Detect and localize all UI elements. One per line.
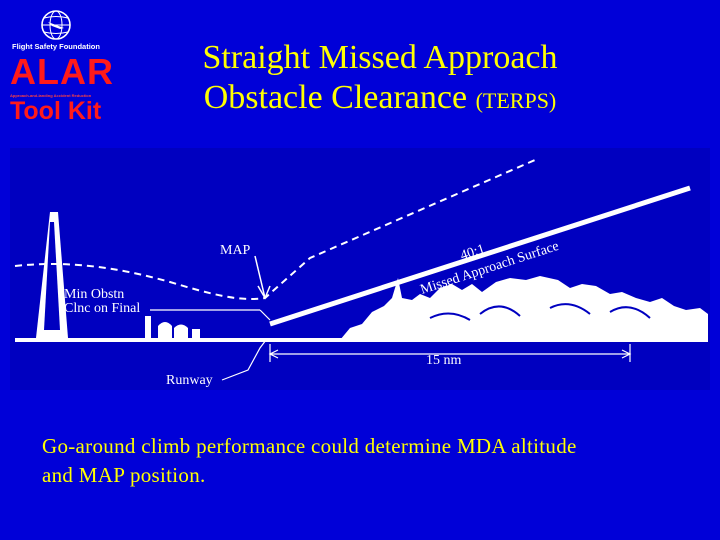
building-4 xyxy=(192,329,200,338)
title-line-2-suffix: (TERPS) xyxy=(475,88,557,113)
slide-title: Straight Missed Approach Obstacle Cleara… xyxy=(110,38,650,121)
missed-approach-diagram: MAP Min Obstn Clnc on Final 15 nm Runway… xyxy=(10,148,710,390)
alar-tool-kit-logo: Flight Safety Foundation ALAR Approach-a… xyxy=(8,8,113,126)
logo-toolkit-text: Tool Kit xyxy=(10,97,102,125)
globe-icon xyxy=(41,10,71,40)
min-obstacle-label-1: Min Obstn xyxy=(64,287,124,302)
map-pointer xyxy=(254,255,266,299)
caption-line-1: Go-around climb performance could determ… xyxy=(42,434,577,458)
map-arrowhead xyxy=(257,285,271,300)
diagram-panel xyxy=(10,148,710,390)
distance-label: 15 nm xyxy=(426,353,462,368)
map-lead-line xyxy=(259,309,271,321)
slide-caption: Go-around climb performance could determ… xyxy=(42,432,702,490)
runway-label: Runway xyxy=(166,373,213,388)
title-line-2: Obstacle Clearance (TERPS) xyxy=(110,78,650,121)
funnel-inner xyxy=(44,222,60,330)
terrain-obstacles xyxy=(340,276,708,340)
building-2 xyxy=(158,322,172,338)
logo-org-name: Flight Safety Foundation xyxy=(12,42,100,51)
distance-right-arrow xyxy=(621,349,632,359)
logo-tagline: Approach-and-landing Accident Reduction xyxy=(10,93,92,98)
runway-pointer xyxy=(221,339,267,381)
terrain-detail xyxy=(429,303,651,321)
min-obstacle-label-2: Clnc on Final xyxy=(64,301,140,316)
logo-alar-text: ALAR xyxy=(10,51,114,92)
caption-line-2: and MAP position. xyxy=(42,463,206,487)
title-line-1: Straight Missed Approach xyxy=(202,39,558,76)
distance-left-arrow xyxy=(268,349,279,359)
building-1 xyxy=(145,316,151,338)
building-3 xyxy=(174,324,188,338)
title-line-2-main: Obstacle Clearance xyxy=(203,79,468,116)
map-label: MAP xyxy=(220,243,251,258)
flight-path-dashed xyxy=(14,159,536,301)
missed-approach-surface-line xyxy=(269,185,691,327)
ratio-label: 40:1 xyxy=(459,242,487,264)
